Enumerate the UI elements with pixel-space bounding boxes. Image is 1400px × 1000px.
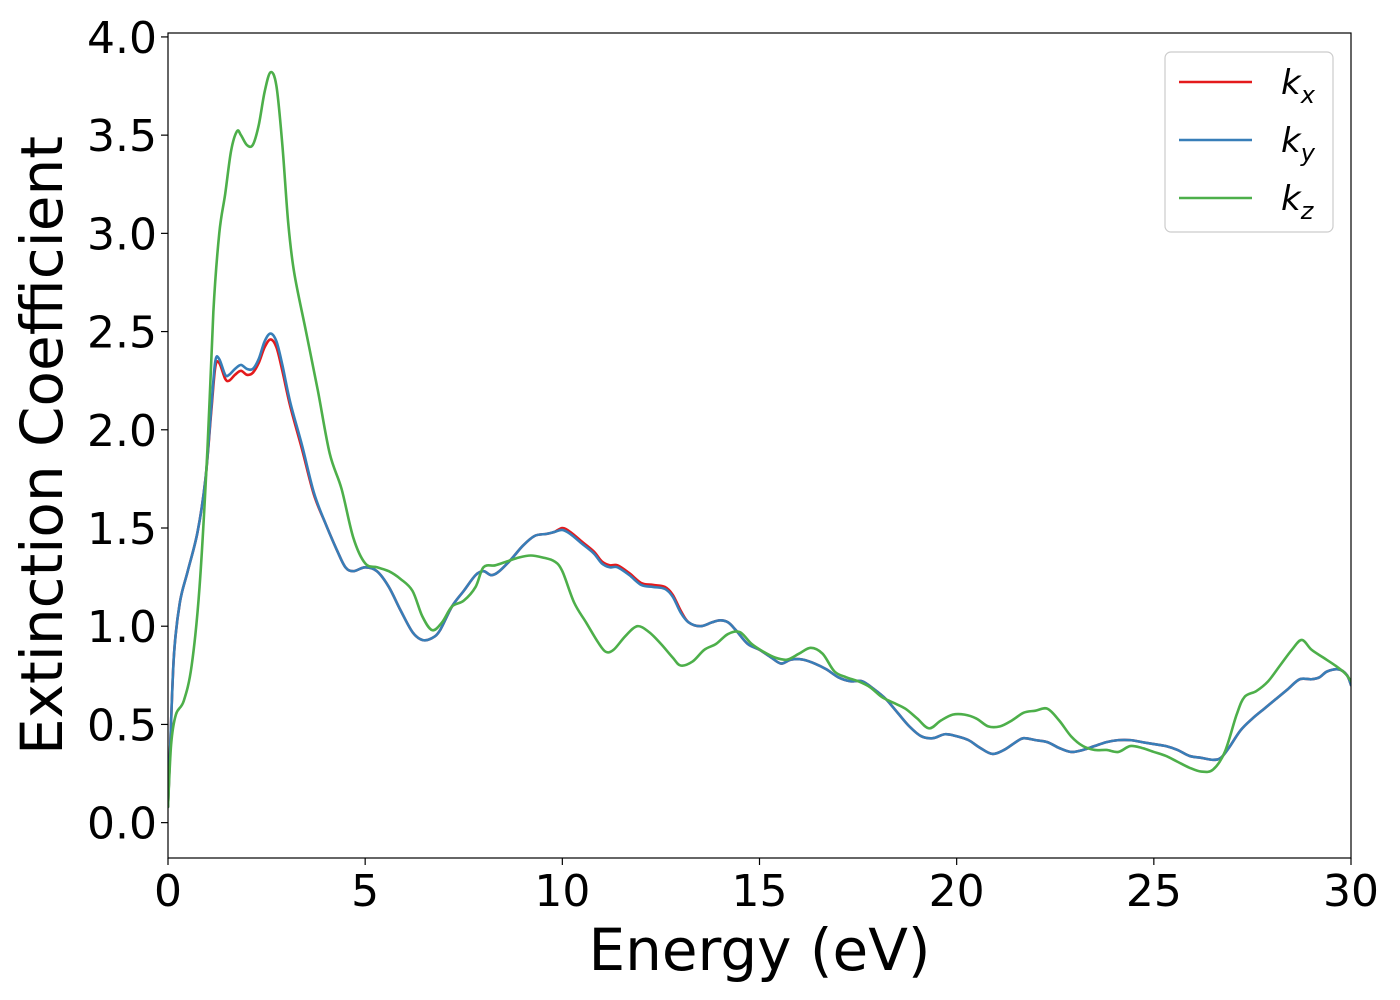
y-tick-label: 0.0 [87, 799, 157, 850]
x-tick-label: 30 [1323, 866, 1379, 917]
plot-area [168, 33, 1351, 858]
series-layer [168, 70, 1351, 809]
y-tick-label: 1.5 [87, 504, 157, 555]
legend-label-kz: kz [1281, 179, 1315, 225]
y-tick-label: 0.5 [87, 700, 157, 751]
x-tick-label: 25 [1126, 866, 1182, 917]
y-tick-label: 1.0 [87, 602, 157, 653]
y-tick-label: 4.0 [87, 13, 157, 64]
y-axis-title: Extinction Coefficient [8, 136, 76, 755]
legend-label-base: k [1281, 63, 1302, 103]
y-tick-label: 3.5 [87, 111, 157, 162]
legend-label-base: k [1281, 179, 1302, 219]
x-tick-label: 15 [732, 866, 788, 917]
legend-label-subscript: x [1300, 81, 1316, 109]
y-tick-label: 2.0 [87, 406, 157, 457]
legend-label-base: k [1281, 121, 1302, 161]
legend-box [1164, 51, 1334, 233]
legend-label-ky: ky [1281, 121, 1316, 167]
legend-label-subscript: z [1300, 197, 1315, 225]
legend-label-kx: kx [1281, 63, 1316, 109]
x-tick-label: 5 [351, 866, 379, 917]
series-line-kz [168, 70, 1351, 809]
x-axis: 0 5 10 15 20 25 30 [154, 858, 1379, 917]
x-tick-label: 20 [929, 866, 985, 917]
x-axis-title: Energy (eV) [588, 916, 930, 984]
y-tick-label: 3.0 [87, 209, 157, 260]
y-tick-label: 2.5 [87, 308, 157, 359]
y-axis: 0.0 0.5 1.0 1.5 2.0 2.5 3.0 3.5 4.0 [87, 13, 168, 850]
x-tick-label: 10 [534, 866, 590, 917]
series-line-ky [168, 332, 1351, 809]
x-tick-label: 0 [154, 866, 182, 917]
legend-label-subscript: y [1300, 139, 1316, 167]
